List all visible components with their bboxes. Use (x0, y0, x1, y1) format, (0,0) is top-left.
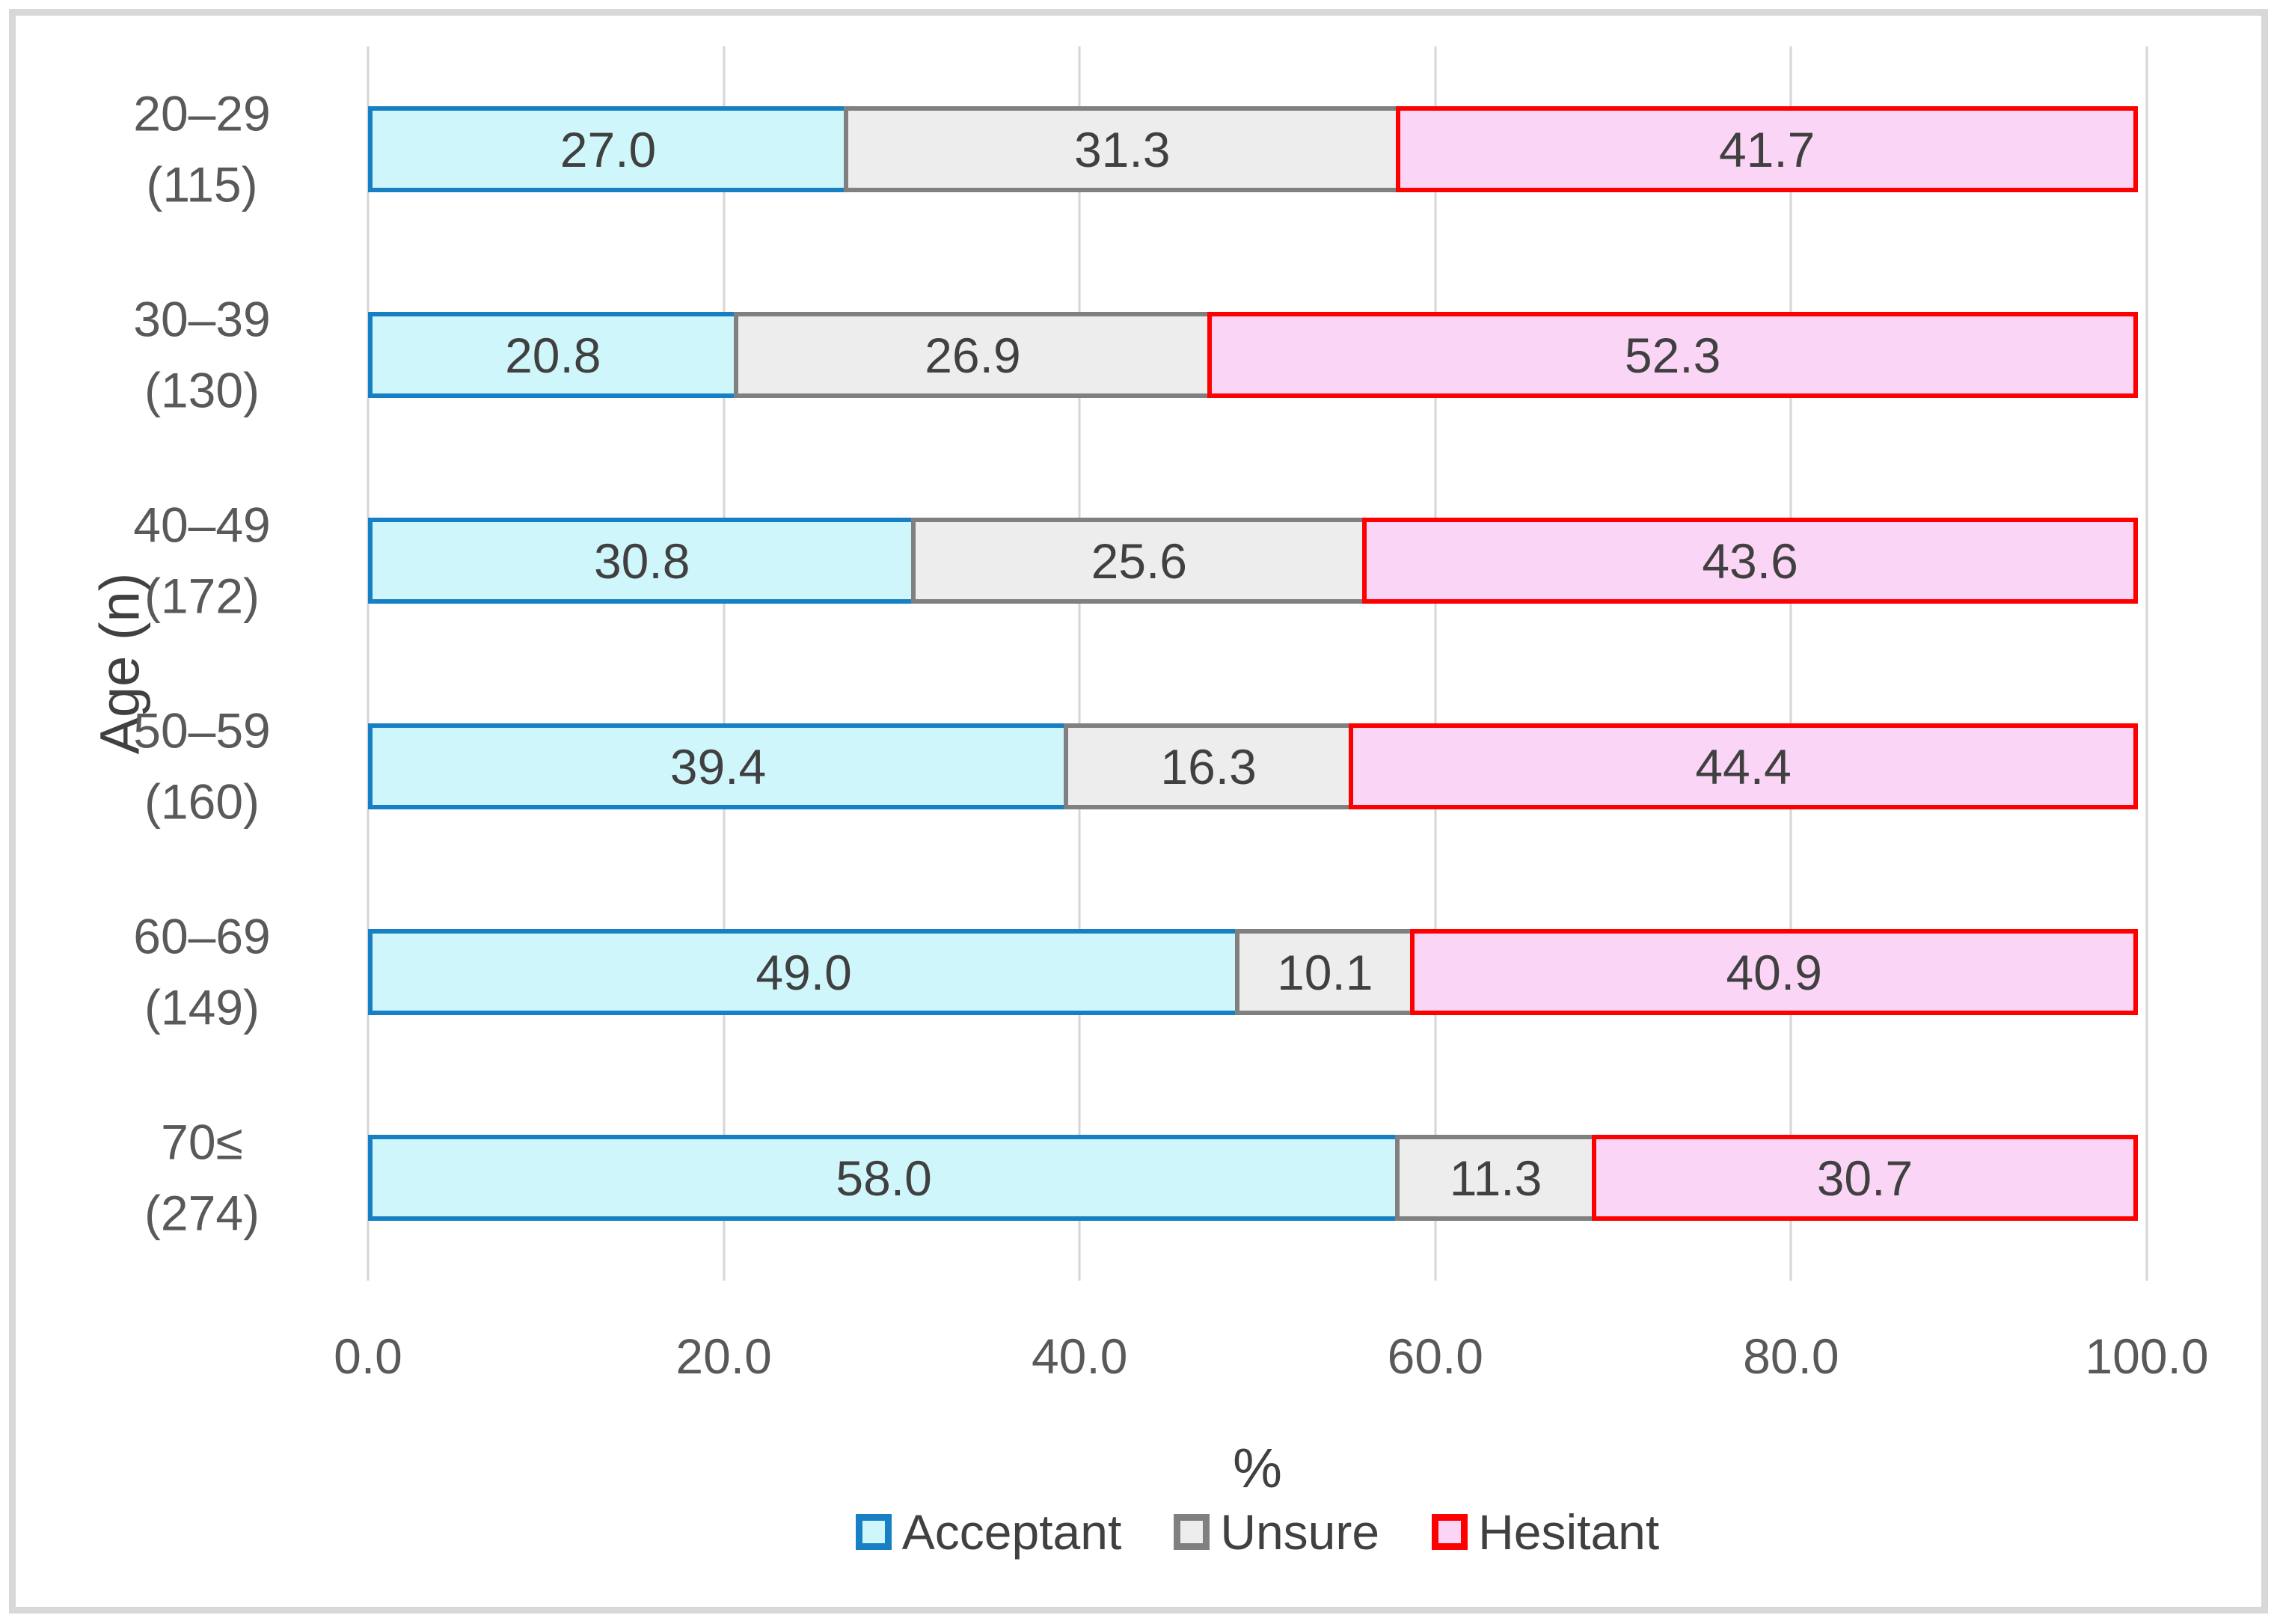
bar-segment-hesitant: 30.7 (1591, 1135, 2138, 1221)
category-label: 60–69 (149) (133, 907, 271, 1035)
bar-segment-unsure: 16.3 (1063, 723, 1354, 809)
bar-segment-acceptant: 20.8 (368, 312, 738, 398)
bar-row: 39.4 16.3 44.4 (368, 723, 2147, 809)
bar-segment-acceptant: 58.0 (368, 1135, 1400, 1221)
legend-label: Unsure (1220, 1504, 1380, 1560)
bar-segment-unsure: 11.3 (1395, 1135, 1596, 1221)
bar-segment-hesitant: 44.4 (1349, 723, 2138, 809)
x-tick-label: 60.0 (1387, 1329, 1484, 1384)
bar-segment-unsure: 26.9 (733, 312, 1213, 398)
bar-row: 49.0 10.1 40.9 (368, 929, 2147, 1015)
legend-label: Acceptant (901, 1504, 1122, 1560)
gridline (367, 46, 370, 1281)
x-tick-label: 40.0 (1031, 1329, 1128, 1384)
x-axis-title: % (1233, 1437, 1282, 1499)
bar-segment-unsure: 25.6 (911, 518, 1367, 604)
bar-segment-unsure: 31.3 (844, 106, 1401, 192)
bar-segment-hesitant: 41.7 (1396, 106, 2138, 192)
bar-segment-hesitant: 52.3 (1207, 312, 2138, 398)
legend-item-acceptant: Acceptant (855, 1504, 1122, 1560)
legend-label: Hesitant (1478, 1504, 1660, 1560)
legend-swatch-icon (1174, 1514, 1210, 1550)
legend: Acceptant Unsure Hesitant (368, 1504, 2147, 1560)
bar-segment-acceptant: 30.8 (368, 518, 916, 604)
legend-item-unsure: Unsure (1174, 1504, 1379, 1560)
category-label: 40–49 (172) (133, 496, 271, 624)
bar-row: 20.8 26.9 52.3 (368, 312, 2147, 398)
legend-item-hesitant: Hesitant (1432, 1504, 1659, 1560)
bar-row: 30.8 25.6 43.6 (368, 518, 2147, 604)
bar-segment-acceptant: 27.0 (368, 106, 849, 192)
category-label: 50–59 (160) (133, 702, 271, 830)
x-tick-label: 20.0 (675, 1329, 772, 1384)
gridline (1078, 46, 1081, 1281)
bar-segment-acceptant: 49.0 (368, 929, 1240, 1015)
legend-swatch-icon (1432, 1514, 1468, 1550)
legend-swatch-icon (855, 1514, 892, 1550)
category-label: 30–39 (130) (133, 290, 271, 418)
figure-border (9, 9, 2268, 1614)
bar-segment-hesitant: 40.9 (1410, 929, 2138, 1015)
category-label: 20–29 (115) (133, 85, 271, 212)
gridline (1789, 46, 1792, 1281)
x-tick-label: 100.0 (2085, 1329, 2209, 1384)
bar-segment-unsure: 10.1 (1235, 929, 1415, 1015)
gridline (2145, 46, 2148, 1281)
x-tick-label: 0.0 (334, 1329, 402, 1384)
category-label: 70≤ (274) (144, 1113, 260, 1241)
gridline (1434, 46, 1437, 1281)
gridline (723, 46, 726, 1281)
plot-area: 27.0 31.3 41.7 20.8 26.9 52.3 30.8 25.6 43.6 39.4… (367, 46, 2148, 1281)
bar-segment-hesitant: 43.6 (1362, 518, 2138, 604)
bar-row: 58.0 11.3 30.7 (368, 1135, 2147, 1221)
bar-segment-acceptant: 39.4 (368, 723, 1068, 809)
bar-row: 27.0 31.3 41.7 (368, 106, 2147, 192)
x-tick-label: 80.0 (1743, 1329, 1839, 1384)
